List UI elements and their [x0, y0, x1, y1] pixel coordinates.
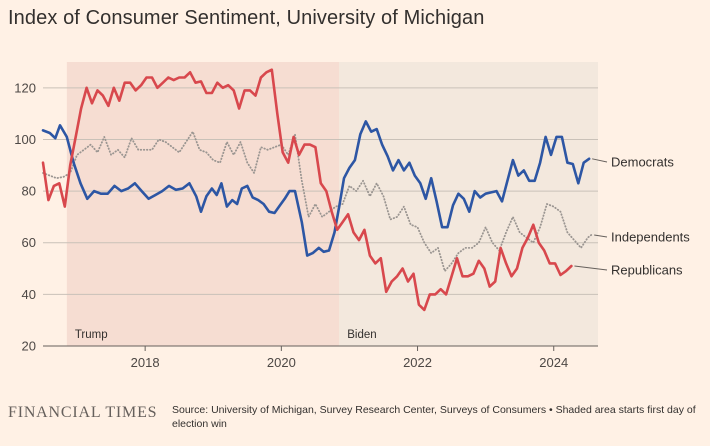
leader-line-democrats	[592, 158, 608, 163]
era-label-trump: Trump	[75, 329, 108, 341]
era-label-biden: Biden	[347, 329, 376, 341]
leader-line-independents	[594, 234, 608, 238]
leader-line-republicans	[574, 265, 608, 271]
series-line-republicans	[41, 68, 573, 312]
shaded-periods: Trump Biden	[66, 62, 598, 346]
series-line-independents	[42, 130, 593, 272]
y-tick-label-100: 100	[14, 132, 36, 147]
chart-title: Index of Consumer Sentiment, University …	[8, 7, 485, 29]
source-note: Source: University of Michigan, Survey R…	[172, 404, 696, 430]
series-lines	[41, 68, 593, 312]
series-line-democrats	[41, 120, 591, 257]
y-tick-label-120: 120	[14, 80, 36, 95]
shade-biden	[339, 62, 598, 346]
x-tick-label-2024: 2024	[539, 355, 568, 370]
x-tick-label-2018: 2018	[131, 355, 160, 370]
financial-times-logo: FINANCIAL TIMES	[8, 404, 158, 421]
series-label-democrats: Democrats	[611, 155, 674, 170]
series-label-republicans: Republicans	[611, 263, 683, 278]
y-tick-label-80: 80	[22, 184, 36, 199]
y-axis: 20 40 60 80 100 120	[14, 80, 36, 353]
series-label-independents: Independents	[611, 230, 690, 245]
series-end-labels: Democrats Independents Republicans	[574, 155, 690, 278]
x-axis: 2018 2020 2022 2024	[131, 346, 568, 370]
y-tick-label-40: 40	[22, 287, 36, 302]
y-tick-label-60: 60	[22, 235, 36, 250]
y-tick-label-20: 20	[22, 339, 36, 354]
x-tick-label-2020: 2020	[267, 355, 296, 370]
x-tick-label-2022: 2022	[403, 355, 432, 370]
